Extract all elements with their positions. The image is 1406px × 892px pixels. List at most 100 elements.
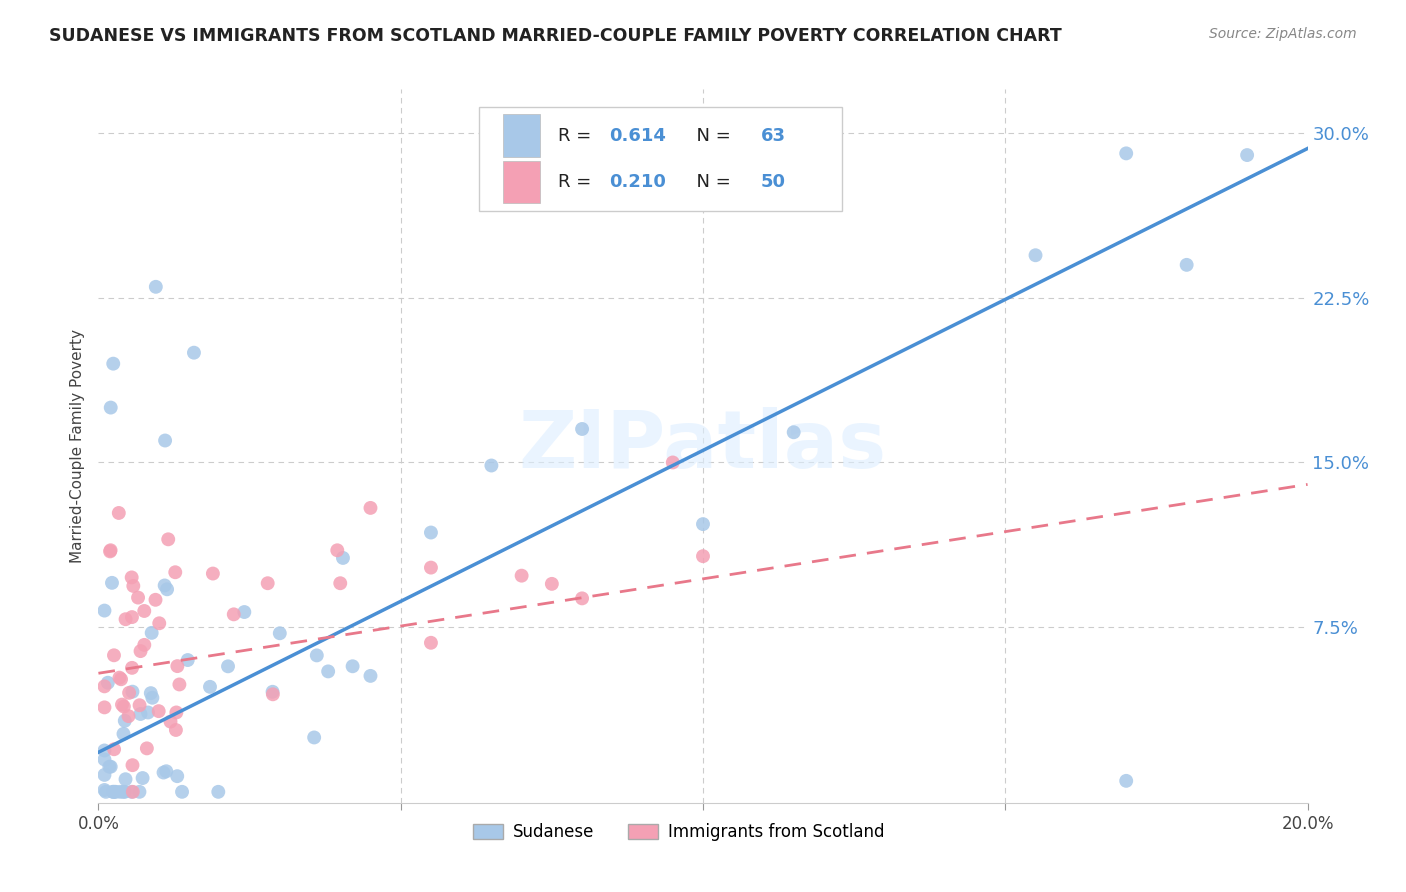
Point <box>93 604 115 618</box>
Point <box>510 568 533 582</box>
Point <box>166 769 188 783</box>
Point <box>93 752 115 766</box>
Point <box>1115 146 1137 161</box>
Point <box>256 576 278 591</box>
Point <box>134 638 156 652</box>
Point <box>121 785 143 799</box>
Point <box>262 687 284 701</box>
Point <box>170 785 193 799</box>
Point <box>98 544 121 558</box>
Point <box>129 706 152 721</box>
Point <box>153 578 176 592</box>
Point <box>305 648 328 663</box>
Point <box>110 672 132 686</box>
Point <box>136 706 159 720</box>
Point <box>100 760 122 774</box>
Point <box>145 592 167 607</box>
Point <box>101 785 124 799</box>
FancyBboxPatch shape <box>503 114 540 157</box>
Point <box>93 783 115 797</box>
Point <box>93 700 115 714</box>
Point <box>103 648 125 663</box>
Point <box>121 610 143 624</box>
Point <box>148 704 170 718</box>
Point <box>183 345 205 359</box>
Point <box>101 785 124 799</box>
Point <box>141 690 163 705</box>
Point <box>571 422 593 436</box>
Point <box>121 785 143 799</box>
Point <box>1024 248 1046 262</box>
Point <box>571 591 593 606</box>
Text: 0.210: 0.210 <box>609 173 665 191</box>
Point <box>326 543 349 558</box>
Point <box>155 764 177 779</box>
Point <box>100 543 122 558</box>
Point <box>114 714 136 728</box>
Point <box>108 671 131 685</box>
Point <box>117 709 139 723</box>
Text: ZIPatlas: ZIPatlas <box>519 407 887 485</box>
Point <box>217 659 239 673</box>
Point <box>94 785 117 799</box>
Point <box>141 625 163 640</box>
Legend: Sudanese, Immigrants from Scotland: Sudanese, Immigrants from Scotland <box>467 817 891 848</box>
Text: R =: R = <box>558 173 598 191</box>
Point <box>329 576 352 591</box>
Text: N =: N = <box>685 127 737 145</box>
Point <box>262 685 284 699</box>
Point <box>129 644 152 658</box>
Point <box>104 785 127 799</box>
Point <box>131 771 153 785</box>
Text: 0.614: 0.614 <box>609 127 665 145</box>
Point <box>112 785 135 799</box>
Point <box>1115 773 1137 788</box>
Point <box>128 785 150 799</box>
Point <box>97 675 120 690</box>
Point <box>145 280 167 294</box>
Point <box>233 605 256 619</box>
Point <box>302 731 325 745</box>
Point <box>148 616 170 631</box>
Point <box>165 706 187 720</box>
Point <box>420 560 443 574</box>
Point <box>692 549 714 564</box>
Point <box>360 500 382 515</box>
Text: SUDANESE VS IMMIGRANTS FROM SCOTLAND MARRIED-COUPLE FAMILY POVERTY CORRELATION C: SUDANESE VS IMMIGRANTS FROM SCOTLAND MAR… <box>49 27 1062 45</box>
Point <box>207 785 229 799</box>
Point <box>661 455 683 469</box>
Point <box>103 742 125 756</box>
Point <box>783 425 806 440</box>
Point <box>103 357 125 371</box>
Text: R =: R = <box>558 127 598 145</box>
Point <box>157 533 180 547</box>
Point <box>153 434 176 448</box>
FancyBboxPatch shape <box>479 107 842 211</box>
Point <box>165 566 187 580</box>
Point <box>360 669 382 683</box>
Point <box>93 743 115 757</box>
Point <box>332 550 354 565</box>
Point <box>101 575 124 590</box>
Point <box>201 566 224 581</box>
Point <box>1175 258 1198 272</box>
Point <box>93 679 115 693</box>
Point <box>139 686 162 700</box>
Text: 50: 50 <box>761 173 786 191</box>
Point <box>112 699 135 714</box>
Point <box>128 698 150 713</box>
Point <box>93 768 115 782</box>
Point <box>316 665 339 679</box>
Point <box>112 727 135 741</box>
Point <box>166 659 188 673</box>
Point <box>169 677 191 691</box>
Point <box>107 506 129 520</box>
Point <box>100 401 122 415</box>
Point <box>121 684 143 698</box>
Point <box>122 579 145 593</box>
Point <box>121 758 143 772</box>
Point <box>198 680 221 694</box>
Point <box>135 741 157 756</box>
Text: Source: ZipAtlas.com: Source: ZipAtlas.com <box>1209 27 1357 41</box>
FancyBboxPatch shape <box>503 161 540 203</box>
